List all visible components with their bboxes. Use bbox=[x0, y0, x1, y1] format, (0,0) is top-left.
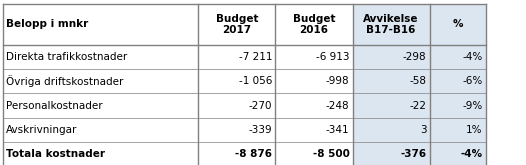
Bar bbox=[352, 69, 430, 93]
Text: -22: -22 bbox=[409, 101, 427, 111]
Text: %: % bbox=[452, 19, 463, 29]
Bar bbox=[198, 69, 276, 93]
Text: -58: -58 bbox=[409, 76, 427, 86]
Text: -4%: -4% bbox=[461, 149, 483, 159]
Text: -6 913: -6 913 bbox=[316, 52, 349, 62]
Bar bbox=[3, 118, 198, 142]
Bar bbox=[430, 69, 486, 93]
Bar bbox=[276, 118, 352, 142]
Text: -1 056: -1 056 bbox=[239, 76, 272, 86]
Bar bbox=[352, 93, 430, 118]
Text: 1%: 1% bbox=[466, 125, 483, 135]
Bar bbox=[430, 93, 486, 118]
Text: -248: -248 bbox=[326, 101, 349, 111]
Text: -7 211: -7 211 bbox=[239, 52, 272, 62]
Bar bbox=[430, 4, 486, 45]
Bar bbox=[3, 69, 198, 93]
Bar bbox=[198, 118, 276, 142]
Text: Budget
2016: Budget 2016 bbox=[293, 14, 335, 35]
Text: -339: -339 bbox=[249, 125, 272, 135]
Text: -6%: -6% bbox=[462, 76, 483, 86]
Text: Belopp i mnkr: Belopp i mnkr bbox=[6, 19, 88, 29]
Bar bbox=[430, 45, 486, 69]
Text: -4%: -4% bbox=[462, 52, 483, 62]
Bar bbox=[3, 45, 198, 69]
Bar bbox=[198, 4, 276, 45]
Bar bbox=[276, 93, 352, 118]
Text: -9%: -9% bbox=[462, 101, 483, 111]
Text: -341: -341 bbox=[326, 125, 349, 135]
Bar bbox=[198, 45, 276, 69]
Text: -8 500: -8 500 bbox=[312, 149, 349, 159]
Bar bbox=[352, 4, 430, 45]
Bar bbox=[430, 118, 486, 142]
Bar bbox=[3, 142, 198, 165]
Bar bbox=[352, 118, 430, 142]
Text: -298: -298 bbox=[403, 52, 427, 62]
Text: Budget
2017: Budget 2017 bbox=[216, 14, 258, 35]
Text: -376: -376 bbox=[400, 149, 427, 159]
Text: Direkta trafikkostnader: Direkta trafikkostnader bbox=[6, 52, 127, 62]
Text: Totala kostnader: Totala kostnader bbox=[6, 149, 105, 159]
Bar bbox=[3, 4, 198, 45]
Text: Avvikelse
B17-B16: Avvikelse B17-B16 bbox=[363, 14, 419, 35]
Bar bbox=[276, 4, 352, 45]
Text: Övriga driftskostnader: Övriga driftskostnader bbox=[6, 75, 123, 87]
Bar bbox=[276, 69, 352, 93]
Bar bbox=[352, 142, 430, 165]
Text: Avskrivningar: Avskrivningar bbox=[6, 125, 77, 135]
Text: 3: 3 bbox=[420, 125, 427, 135]
Bar bbox=[276, 45, 352, 69]
Text: -998: -998 bbox=[326, 76, 349, 86]
Text: Personalkostnader: Personalkostnader bbox=[6, 101, 103, 111]
Bar bbox=[198, 93, 276, 118]
Bar bbox=[198, 142, 276, 165]
Bar bbox=[430, 142, 486, 165]
Text: -270: -270 bbox=[249, 101, 272, 111]
Bar bbox=[276, 142, 352, 165]
Bar bbox=[3, 93, 198, 118]
Text: -8 876: -8 876 bbox=[235, 149, 272, 159]
Bar bbox=[352, 45, 430, 69]
